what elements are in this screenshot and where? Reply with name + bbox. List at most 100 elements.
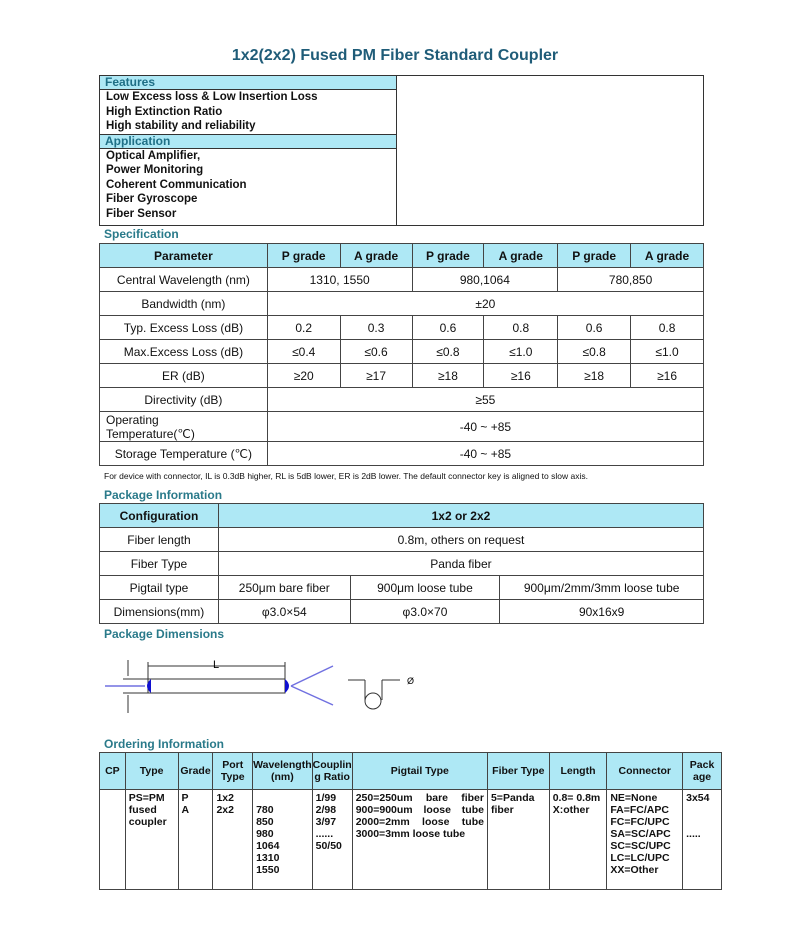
cell: ≤0.4 [266,339,341,364]
application-heading: Application [100,133,396,149]
cell: ≤1.0 [483,339,559,364]
cell: ≥17 [339,363,413,388]
cell: 0.3 [339,315,413,340]
package-dimensions-heading: Package Dimensions [104,627,225,641]
cell: 0.6 [411,315,485,340]
cell: 0.8m, others on request [217,527,705,552]
header-cell: Pigtail Type [351,752,488,790]
specification-heading: Specification [104,227,179,241]
header-cell: Connector [606,752,684,790]
table-header-row: Parameter P grade A grade P grade A grade P g… [99,243,704,268]
cell: 780 850 980 1064 1310 1550 [252,789,313,890]
cell: NE=None FA=FC/APC FC=FC/UPC SA=SC/APC SC… [606,789,684,890]
header-cell: Wavelength (nm) [252,752,313,790]
header-cell: P grade [557,243,632,268]
application-item: Coherent Communication [106,178,247,191]
specification-table: Parameter P grade A grade P grade A grade P g… [99,243,705,466]
cell: Fiber Type [99,551,219,576]
cell: Pigtail type [99,575,219,600]
table-row: Fiber Type Panda fiber [99,551,705,576]
cell [99,789,126,890]
table-row: Pigtail type 250μm bare fiber 900μm loose … [99,575,704,600]
cell: ≥18 [411,363,485,388]
header-cell: A grade [630,243,704,268]
cell: Panda fiber [217,551,705,576]
cell: 250=250um bare fiber 900=900um loose tub… [351,789,488,890]
table-row: Bandwidth (nm) ±20 [99,291,705,316]
header-cell: Grade [177,752,214,790]
feature-item: High stability and reliability [106,120,256,132]
application-item: Optical Amplifier, [106,149,201,162]
application-item: Fiber Sensor [106,207,177,220]
cell: Configuration [99,503,219,528]
header-cell: Port Type [212,752,254,790]
ordering-heading: Ordering Information [104,737,224,751]
cell: Bandwidth (nm) [99,291,268,316]
header-cell: A grade [483,243,559,268]
cell: 0.8 [630,315,704,340]
cell: Fiber length [99,527,219,552]
cell: 250μm bare fiber [217,575,351,600]
cell-text: Operating Temperature(℃) [106,412,195,441]
cell: 1/99 2/98 3/97 ...... 50/50 [311,789,353,890]
diameter-label: Ø [407,676,414,686]
header-cell: Length [548,752,608,790]
table-row: ER (dB) ≥20 ≥17 ≥18 ≥16 ≥18 ≥16 [99,363,704,388]
header-cell: Pack age [682,752,722,790]
cell: 1310, 1550 [266,267,413,292]
page-title: 1x2(2x2) Fused PM Fiber Standard Coupler [231,47,559,64]
feature-item: Low Excess loss & Low Insertion Loss [106,91,318,103]
cell: ≥20 [266,363,341,388]
application-item: Fiber Gyroscope [106,193,198,205]
cell: ±20 [266,291,705,316]
length-label: L [213,659,219,671]
package-info-heading: Package Information [104,488,223,502]
cell: 5=Panda fiber [486,789,550,890]
cell: 0.2 [266,315,341,340]
table-row: PS=PM fused coupler P A 1x2 2x2 780 850 98… [99,789,722,890]
table-row: Max.Excess Loss (dB) ≤0.4 ≤0.6 ≤0.8 ≤1.0 ≤0.8… [99,339,704,364]
cell: ≥16 [630,363,704,388]
cell: ≥55 [266,387,705,412]
cell: 980,1064 [411,267,559,292]
header-cell: Fiber Type [486,752,550,790]
cell: 1x2 2x2 [212,789,254,890]
header-cell: A grade [339,243,413,268]
application-item: Power Monitoring [106,164,204,176]
cell: Dimensions(mm) [99,599,219,624]
cell: -40 ~ +85 [266,411,705,442]
cell: φ3.0×70 [349,599,501,624]
feature-item: High Extinction Ratio [106,105,223,118]
package-dimension-drawing: L Ø [105,659,414,713]
cell: 0.6 [557,315,632,340]
cell: ≤0.6 [339,339,413,364]
package-info-table: Configuration 1x2 or 2x2 Fiber length 0.8m… [99,503,705,624]
table-row: Dimensions(mm) φ3.0×54 φ3.0×70 90x16x9 [99,599,704,624]
table-row: Storage Temperature (℃) -40 ~ +85 [99,441,705,466]
header-cell: Type [124,752,179,790]
features-heading: Features [100,76,396,90]
connector-note: For device with connector, IL is 0.3dB h… [104,471,588,481]
ordering-table: CP Type Grade Port Type Wavelength (nm) Coupl… [99,752,722,890]
header-cell: P grade [411,243,485,268]
cell: ≥16 [483,363,559,388]
cell: ≤1.0 [630,339,704,364]
cell: -40 ~ +85 [266,441,705,466]
cell: 780,850 [557,267,704,292]
cell: ER (dB) [99,363,268,388]
table-row: Central Wavelength (nm) 1310, 1550 980,106… [99,267,704,292]
cell: P A [177,789,214,890]
cell: Typ. Excess Loss (dB) [99,315,268,340]
cell: ≤0.8 [557,339,632,364]
cell: 0.8= 0.8m X:other [548,789,608,890]
cell: ≤0.8 [411,339,485,364]
header-cell: Parameter [99,243,268,268]
table-row: Fiber length 0.8m, others on request [99,527,705,552]
cell: ≥18 [557,363,632,388]
cell: 1x2 or 2x2 [217,503,705,528]
header-cell: P grade [266,243,341,268]
cell: Operating Temperature(℃) [99,411,268,442]
header-cell: Couplin g Ratio [311,752,353,790]
cell: PS=PM fused coupler [124,789,179,890]
